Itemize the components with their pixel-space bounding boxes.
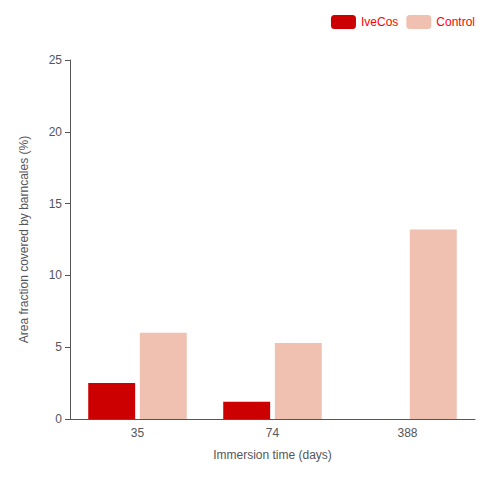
svg-text:74: 74 [266, 426, 280, 440]
svg-text:Immersion time (days): Immersion time (days) [213, 448, 332, 462]
svg-text:25: 25 [49, 53, 63, 67]
svg-text:Control: Control [436, 15, 475, 29]
svg-text:388: 388 [397, 426, 417, 440]
svg-text:5: 5 [55, 340, 62, 354]
svg-text:Area fraction covered by barnc: Area fraction covered by barncales (%) [17, 136, 31, 343]
svg-text:15: 15 [49, 197, 63, 211]
svg-text:20: 20 [49, 125, 63, 139]
svg-text:0: 0 [55, 412, 62, 426]
svg-text:35: 35 [131, 426, 145, 440]
svg-text:IveCos: IveCos [361, 15, 398, 29]
svg-text:10: 10 [49, 268, 63, 282]
